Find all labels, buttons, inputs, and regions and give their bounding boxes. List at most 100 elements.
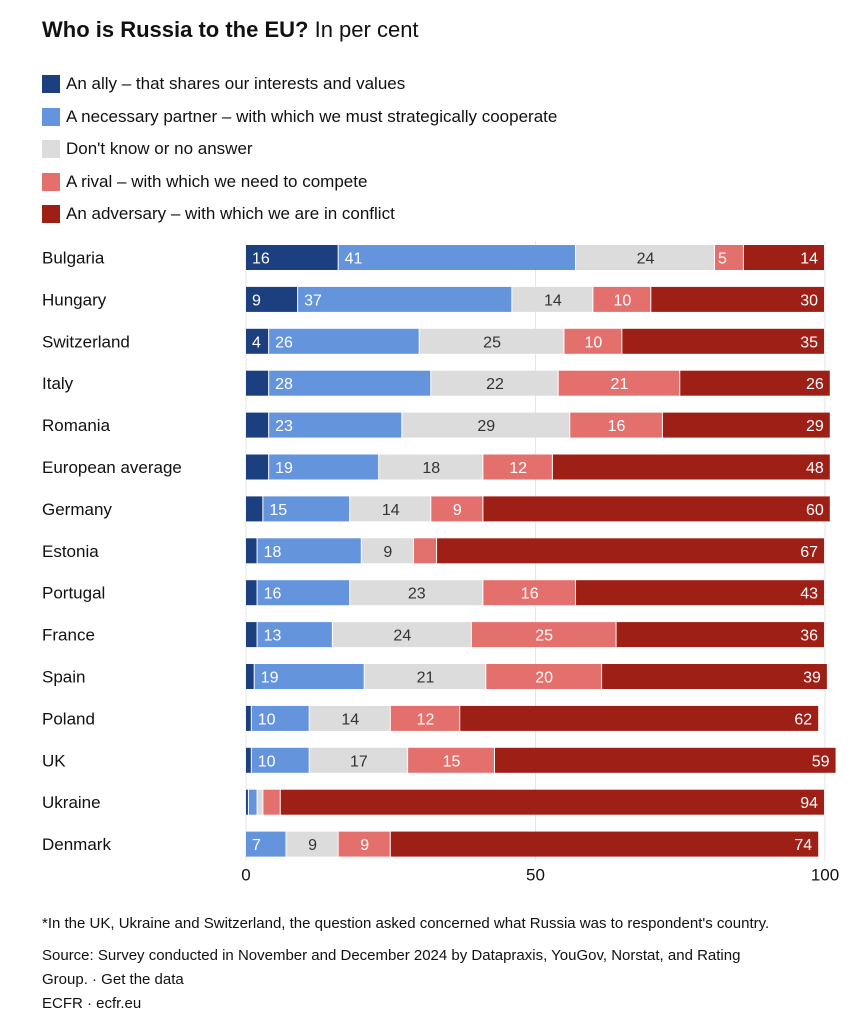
category-label: Italy [42, 374, 74, 393]
bar-segment [246, 831, 286, 857]
bar-segment [486, 664, 602, 689]
source-line-2[interactable]: Group. · Get the data [42, 971, 184, 988]
legend-label: A necessary partner – with which we must… [66, 106, 558, 126]
data-label: 62 [794, 711, 812, 728]
bar-segment [246, 580, 257, 606]
data-label: 24 [637, 251, 655, 268]
bar-segment [257, 789, 263, 815]
legend-item: A rival – with which we need to compete [42, 166, 557, 199]
category-label: Spain [42, 668, 85, 687]
category-label: Ukraine [42, 793, 101, 812]
bar-segment [714, 245, 743, 270]
bar-segment [286, 831, 338, 857]
bar-segment [408, 747, 494, 773]
data-label: 20 [535, 670, 553, 687]
data-label: 14 [800, 251, 818, 268]
legend-item: An adversary – with which we are in conf… [42, 198, 557, 231]
bar-segment [419, 328, 564, 354]
data-label: 35 [800, 334, 818, 351]
bar-segment [552, 454, 830, 480]
bar-segment [390, 705, 460, 731]
data-label: 15 [269, 502, 287, 519]
data-label: 21 [417, 670, 435, 687]
data-label: 23 [275, 418, 293, 435]
legend-item: An ally – that shares our interests and … [42, 68, 557, 101]
data-label: 29 [806, 418, 824, 435]
data-label: 36 [800, 628, 818, 645]
bar-segment [309, 705, 390, 731]
legend-swatch [42, 140, 60, 159]
data-label: 12 [417, 711, 435, 728]
bar-segment [431, 370, 558, 396]
bar-segment [246, 496, 263, 522]
bar-segment [437, 538, 824, 564]
bar-segment [379, 454, 483, 480]
bar-segment [471, 622, 616, 648]
data-label: 37 [304, 292, 322, 309]
legend-label: An ally – that shares our interests and … [66, 74, 406, 94]
footnote: *In the UK, Ukraine and Switzerland, the… [42, 915, 770, 932]
data-label: 16 [521, 586, 539, 603]
bar-segment [662, 412, 830, 438]
bar-segment [246, 286, 298, 312]
bar-segment [402, 412, 570, 438]
bar-segment [251, 705, 309, 731]
bar-segment [332, 622, 471, 648]
chart-title: Who is Russia to the EU? In per cent [42, 16, 419, 44]
category-label: Estonia [42, 542, 99, 561]
data-label: 5 [718, 251, 727, 268]
bar-segment [622, 328, 824, 354]
data-label: 43 [800, 586, 818, 603]
data-label: 18 [422, 460, 440, 477]
legend-item: Don't know or no answer [42, 133, 557, 166]
data-label: 19 [275, 460, 293, 477]
bar-segment [263, 496, 350, 522]
bar-segment [251, 747, 309, 773]
data-label: 48 [806, 460, 824, 477]
data-label: 10 [258, 753, 276, 770]
data-label: 22 [486, 376, 504, 393]
legend-swatch [42, 75, 60, 94]
bar-segment [494, 747, 836, 773]
legend-label: A rival – with which we need to compete [66, 171, 368, 191]
data-label: 16 [264, 586, 282, 603]
bar-segment [246, 622, 257, 648]
data-label: 24 [393, 628, 411, 645]
data-label: 28 [275, 376, 293, 393]
bar-segment [246, 747, 251, 773]
category-label: Denmark [42, 835, 111, 854]
bar-segment [246, 245, 338, 270]
chart-title-main: Who is Russia to the EU? [42, 17, 309, 42]
bar-segment [390, 831, 819, 857]
data-label: 7 [252, 837, 261, 854]
bar-segment [257, 580, 350, 606]
bar-segment [570, 412, 662, 438]
data-label: 60 [806, 502, 824, 519]
bar-segment [483, 580, 576, 606]
data-label: 16 [252, 251, 270, 268]
chart-subtitle: In per cent [314, 17, 419, 42]
legend-label: Don't know or no answer [66, 139, 253, 159]
bar-segment [564, 328, 622, 354]
bar-segment [246, 705, 251, 731]
x-tick-label: 0 [241, 866, 250, 885]
bar-segment [254, 664, 364, 689]
bar-segment [350, 496, 431, 522]
x-tick-label: 100 [811, 866, 839, 885]
bar-segment [246, 538, 257, 564]
bar-segment [246, 454, 269, 480]
data-label: 59 [812, 753, 830, 770]
credit: ECFR · ecfr.eu [42, 995, 142, 1012]
stacked-bar-chart: 0 50 100 Bulgaria 16 41 24 5 14 Hungary 9 37 14 10 30 S… [42, 241, 839, 885]
bar-segment [280, 789, 824, 815]
category-label: Romania [42, 416, 111, 435]
bar-segment [246, 412, 269, 438]
data-label: 10 [613, 292, 631, 309]
data-label: 9 [308, 837, 317, 854]
bar-segment [246, 789, 248, 815]
data-label: 9 [383, 544, 392, 561]
legend-swatch [42, 205, 60, 224]
category-label: Hungary [42, 290, 107, 309]
data-label: 15 [443, 753, 461, 770]
legend-swatch [42, 107, 60, 126]
